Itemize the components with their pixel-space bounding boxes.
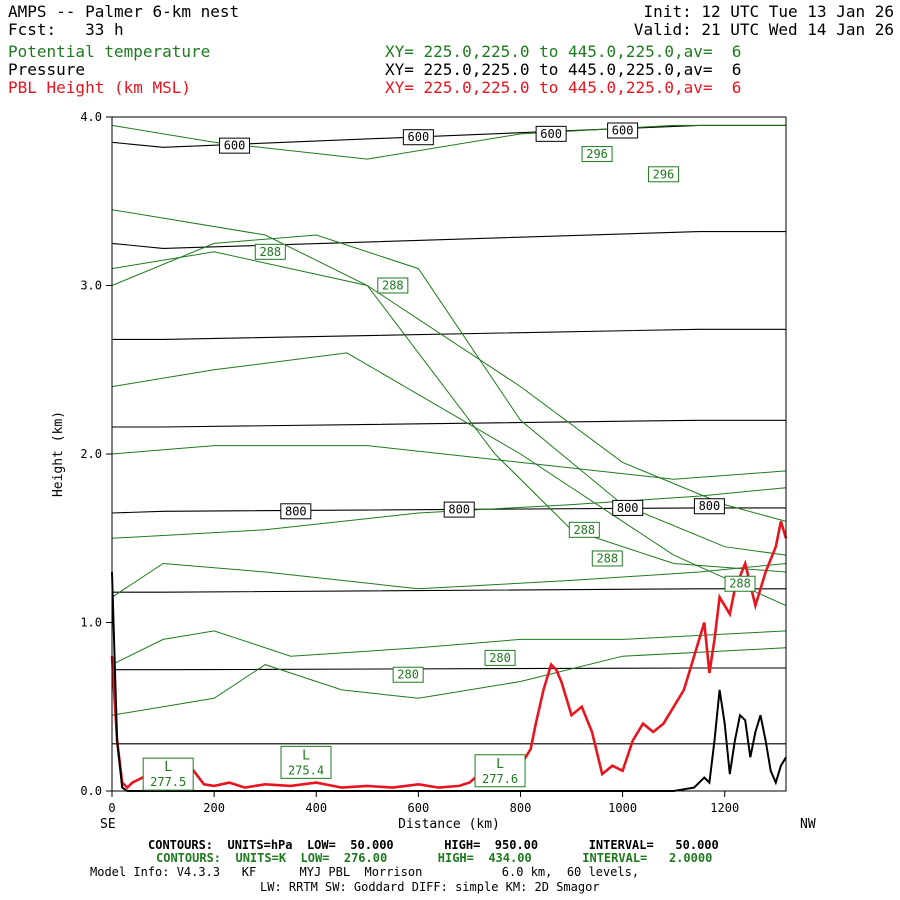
pressure-contour-label: 800 xyxy=(285,504,307,518)
pbl-height-line xyxy=(110,521,788,790)
theta-contour-label: 288 xyxy=(596,551,618,565)
low-marker: L xyxy=(164,760,172,775)
pressure-contour-label: 600 xyxy=(224,139,246,153)
theta-contour-label: 296 xyxy=(586,147,608,161)
init-time: Init: 12 UTC Tue 13 Jan 26 xyxy=(643,2,894,21)
low-marker: L xyxy=(302,748,310,763)
field-pressure-xy: XY= 225.0,225.0 to 445.0,225.0,av= 6 xyxy=(385,60,742,79)
theta-contour-label: 288 xyxy=(573,523,595,537)
theta-contour-info: CONTOURS: UNITS=K LOW= 276.00 HIGH= 434.… xyxy=(156,851,713,865)
nw-end-label: NW xyxy=(800,817,816,832)
pressure-isobar xyxy=(112,419,786,428)
pressure-isobar xyxy=(112,328,786,340)
theta-isentrope xyxy=(111,487,787,539)
y-tick-label: 0.0 xyxy=(80,784,102,798)
field-pressure-name: Pressure xyxy=(8,60,86,79)
x-tick-label: 1000 xyxy=(608,801,637,815)
low-marker-value: 277.5 xyxy=(150,775,186,789)
theta-isentrope xyxy=(111,251,787,573)
x-tick-label: 800 xyxy=(510,801,532,815)
x-tick-label: 0 xyxy=(108,801,115,815)
pressure-contour-label-box xyxy=(219,137,251,154)
theta-isentrope xyxy=(111,124,786,160)
x-tick-label: 400 xyxy=(305,801,327,815)
low-marker-box xyxy=(142,757,194,791)
theta-contour-label-box xyxy=(377,277,409,294)
y-tick-label: 4.0 xyxy=(80,110,102,124)
x-tick-label: 600 xyxy=(408,801,430,815)
y-tick-label: 1.0 xyxy=(80,616,102,630)
y-tick-label: 3.0 xyxy=(80,279,102,293)
pressure-isobar xyxy=(112,588,786,593)
theta-contour-label-box xyxy=(591,550,623,567)
x-tick-label: 200 xyxy=(203,801,225,815)
pressure-contour-label: 800 xyxy=(699,499,721,513)
pressure-isobar xyxy=(111,507,786,514)
pressure-contour-label-box xyxy=(535,125,567,142)
terrain-line xyxy=(111,571,787,792)
pressure-contour-label: 800 xyxy=(617,501,639,515)
se-end-label: SE xyxy=(100,817,116,832)
model-info-physics: LW: RRTM SW: Goddard DIFF: simple KM: 2D… xyxy=(260,880,600,894)
pressure-contour-label: 800 xyxy=(448,503,470,517)
pressure-isobar xyxy=(111,124,786,148)
field-pbl-name: PBL Height (km MSL) xyxy=(8,78,192,97)
pressure-contour-label: 600 xyxy=(612,123,634,137)
pressure-contour-label-box xyxy=(693,498,725,515)
y-axis-label: Height (km) xyxy=(51,411,66,497)
pressure-contour-label-box xyxy=(607,122,639,139)
low-marker-box xyxy=(280,745,332,779)
low-marker: L xyxy=(496,757,504,772)
pressure-isobar xyxy=(112,667,786,671)
theta-contour-label-box xyxy=(568,521,600,538)
field-theta-name: Potential temperature xyxy=(8,42,211,61)
valid-time: Valid: 21 UTC Wed 14 Jan 26 xyxy=(633,20,894,39)
field-pbl-xy: XY= 225.0,225.0 to 445.0,225.0,av= 6 xyxy=(385,78,742,97)
theta-contour-label: 280 xyxy=(489,651,511,665)
pressure-contour-label-box xyxy=(443,501,475,518)
pressure-contour-info: CONTOURS: UNITS=hPa LOW= 50.000 HIGH= 95… xyxy=(148,838,719,852)
pressure-contour-label-box xyxy=(612,499,644,516)
pressure-contour-label-box xyxy=(402,129,434,146)
theta-contour-label: 280 xyxy=(397,668,419,682)
theta-contour-label-box xyxy=(254,243,286,260)
y-tick-label: 2.0 xyxy=(80,447,102,461)
theta-contour-label-box xyxy=(724,575,756,592)
theta-contour-label: 288 xyxy=(382,279,404,293)
theta-contour-label-box xyxy=(484,649,516,666)
low-marker-value: 275.4 xyxy=(288,763,324,777)
x-axis-label: Distance (km) xyxy=(398,817,500,832)
theta-isentrope xyxy=(111,234,787,556)
low-marker-box xyxy=(474,754,526,788)
theta-isentrope xyxy=(111,209,787,522)
low-marker-value: 277.6 xyxy=(482,772,518,786)
theta-contour-label: 296 xyxy=(653,167,675,181)
forecast-hour: Fcst: 33 h xyxy=(8,20,124,39)
theta-isentrope xyxy=(111,352,787,607)
theta-contour-label-box xyxy=(647,166,679,183)
theta-isentrope xyxy=(111,647,787,716)
model-info: Model Info: V4.3.3 KF MYJ PBL Morrison 6… xyxy=(90,865,640,879)
theta-contour-label-box xyxy=(392,666,424,683)
field-theta-xy: XY= 225.0,225.0 to 445.0,225.0,av= 6 xyxy=(385,42,742,61)
theta-contour-label: 288 xyxy=(259,245,281,259)
pressure-contour-label: 600 xyxy=(540,127,562,141)
pressure-contour-label: 600 xyxy=(408,130,430,144)
theta-contour-label-box xyxy=(581,146,613,163)
x-tick-label: 1200 xyxy=(710,801,739,815)
pressure-isobar xyxy=(111,231,786,249)
theta-isentrope xyxy=(111,562,787,598)
theta-isentrope xyxy=(111,630,787,666)
app-title: AMPS -- Palmer 6-km nest xyxy=(8,2,240,21)
pressure-contour-label-box xyxy=(280,503,312,520)
theta-contour-label: 288 xyxy=(729,577,751,591)
theta-isentrope xyxy=(111,445,787,480)
